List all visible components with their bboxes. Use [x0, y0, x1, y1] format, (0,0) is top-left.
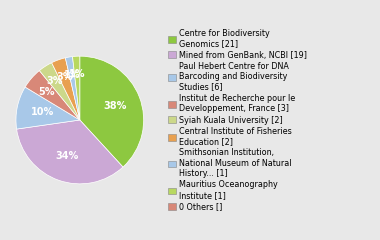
Text: 3%: 3%	[56, 72, 73, 82]
Wedge shape	[80, 56, 144, 167]
Wedge shape	[16, 87, 80, 129]
Text: 38%: 38%	[104, 101, 127, 111]
Text: 10%: 10%	[31, 107, 54, 117]
Text: 3%: 3%	[47, 76, 63, 86]
Wedge shape	[25, 71, 80, 120]
Text: 34%: 34%	[55, 151, 79, 161]
Wedge shape	[17, 120, 123, 184]
Text: 1%: 1%	[64, 70, 80, 80]
Text: 1%: 1%	[69, 69, 86, 79]
Wedge shape	[65, 57, 80, 120]
Legend: Centre for Biodiversity
Genomics [21], Mined from GenBank, NCBI [19], Paul Heber: Centre for Biodiversity Genomics [21], M…	[168, 28, 308, 212]
Wedge shape	[52, 58, 80, 120]
Wedge shape	[40, 63, 80, 120]
Wedge shape	[73, 56, 80, 120]
Text: 5%: 5%	[39, 87, 55, 96]
